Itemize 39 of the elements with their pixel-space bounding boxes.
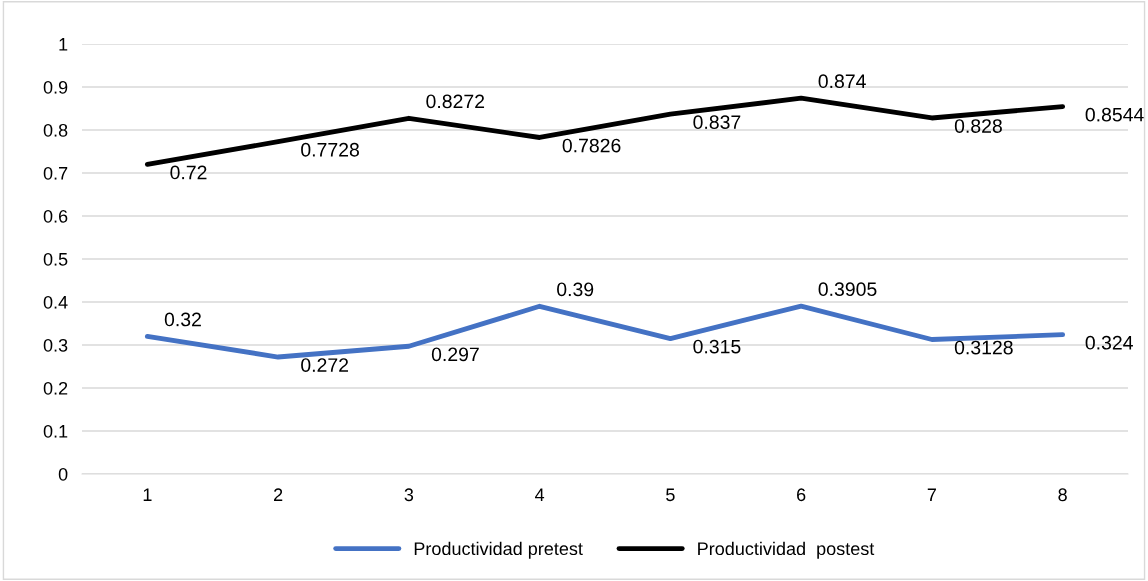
y-tick-label: 0.5 bbox=[43, 252, 68, 266]
x-tick-label: 6 bbox=[797, 488, 806, 502]
data-label: 0.7728 bbox=[301, 142, 359, 157]
line-series bbox=[144, 303, 1066, 360]
data-label: 0.8544 bbox=[1085, 107, 1144, 122]
x-tick-label: 5 bbox=[666, 488, 675, 502]
y-tick-label: 0.3 bbox=[43, 338, 68, 352]
y-tick-label: 0 bbox=[58, 467, 68, 481]
x-tick-label: 8 bbox=[1058, 488, 1067, 502]
y-tick-label: 0.9 bbox=[43, 80, 68, 94]
data-label: 0.297 bbox=[431, 347, 479, 362]
x-tick-label: 4 bbox=[535, 488, 545, 501]
y-tick-label: 0.7 bbox=[43, 166, 68, 180]
data-label: 0.324 bbox=[1085, 335, 1133, 350]
data-label: 0.3128 bbox=[954, 340, 1013, 355]
y-tick-label: 0.8 bbox=[43, 123, 68, 137]
data-label: 0.8272 bbox=[426, 94, 485, 109]
y-tick-label: 1 bbox=[59, 38, 68, 51]
y-tick-label: 0.6 bbox=[43, 209, 68, 223]
legend-label: Productividad pretest bbox=[414, 541, 583, 559]
legend-label: Productividad postest bbox=[698, 541, 875, 559]
data-label: 0.3905 bbox=[818, 282, 877, 297]
data-label: 0.315 bbox=[693, 339, 741, 354]
x-tick-label: 2 bbox=[274, 488, 283, 501]
y-tick-label: 0.1 bbox=[43, 424, 68, 438]
x-tick-label: 1 bbox=[143, 488, 152, 501]
data-label: 0.828 bbox=[954, 119, 1002, 133]
data-label: 0.39 bbox=[557, 282, 594, 297]
data-label: 0.874 bbox=[818, 74, 866, 89]
data-label: 0.272 bbox=[301, 358, 349, 372]
data-label: 0.32 bbox=[164, 312, 201, 327]
y-tick-label: 0.2 bbox=[43, 381, 68, 395]
line-series bbox=[144, 95, 1066, 167]
data-label: 0.837 bbox=[693, 115, 741, 130]
x-tick-label: 7 bbox=[927, 488, 936, 501]
x-tick-label: 3 bbox=[404, 488, 414, 502]
data-label: 0.7826 bbox=[562, 138, 621, 153]
y-tick-label: 0.4 bbox=[43, 295, 68, 309]
data-label: 0.72 bbox=[170, 165, 207, 180]
